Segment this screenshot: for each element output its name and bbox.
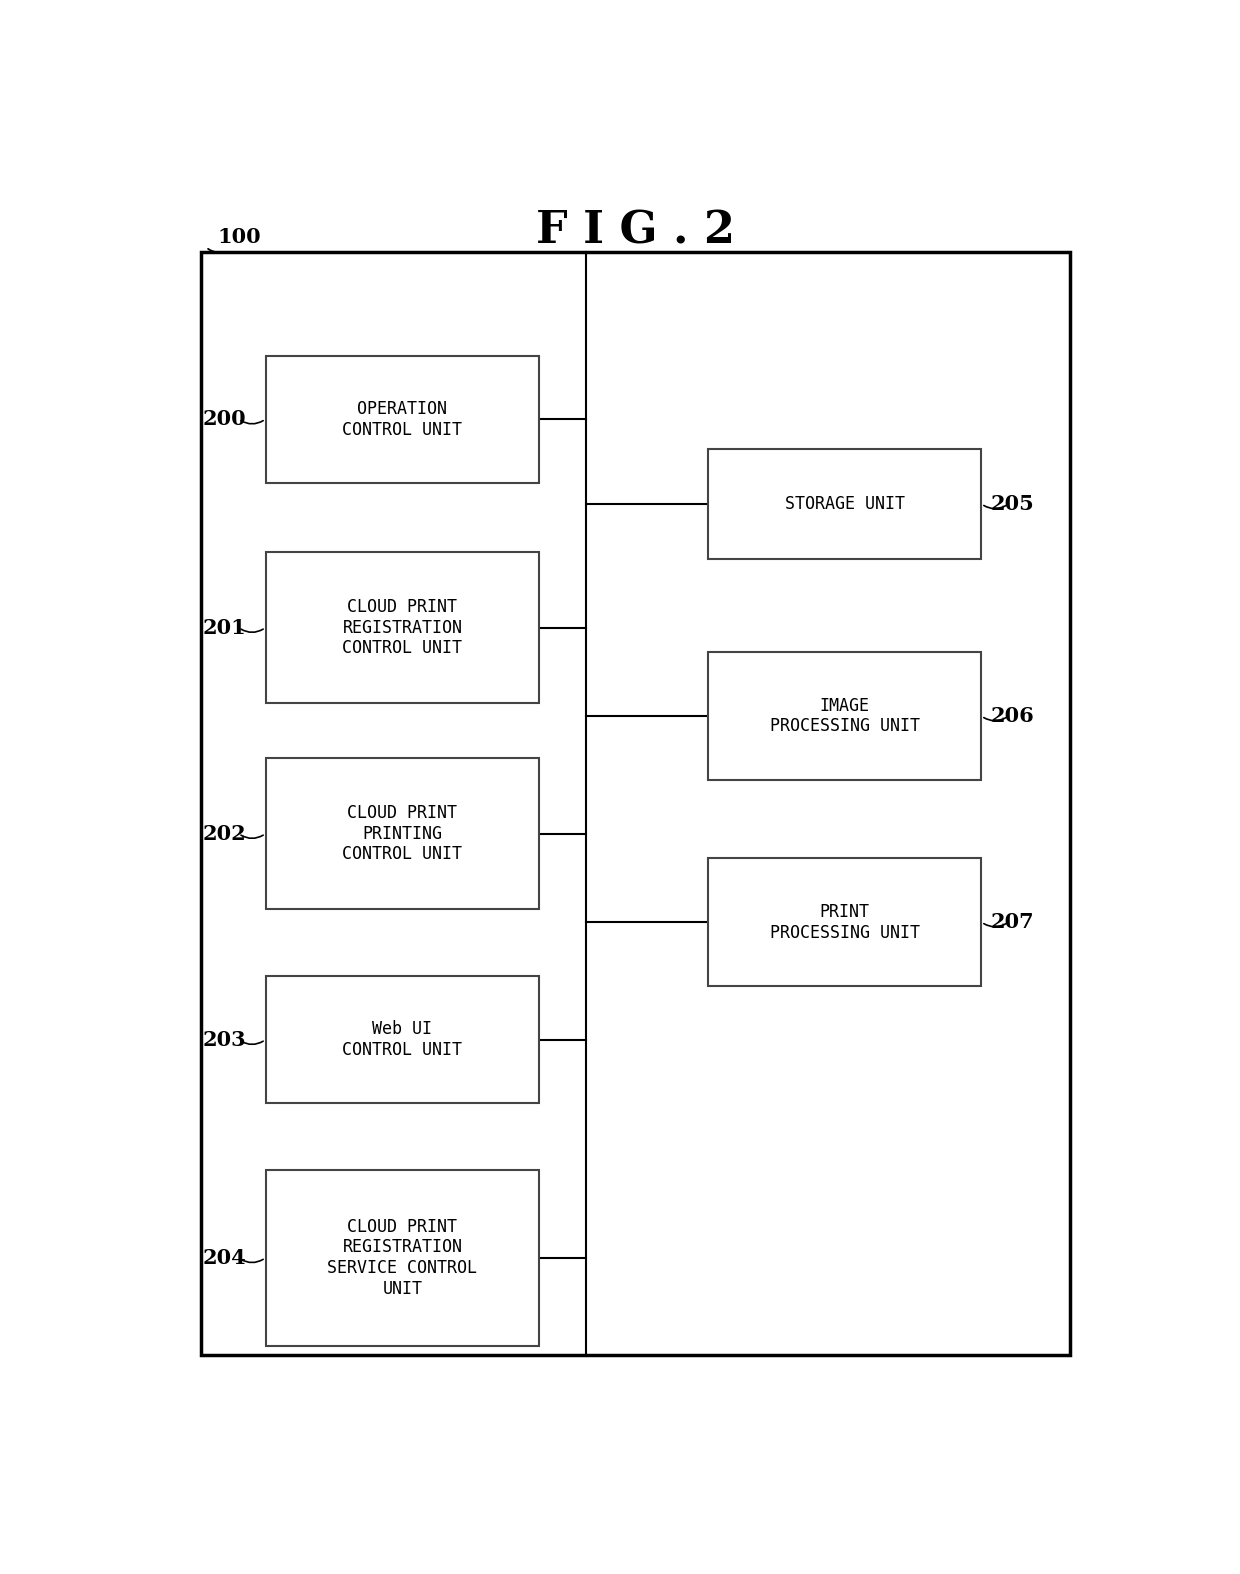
FancyBboxPatch shape <box>708 653 982 779</box>
FancyBboxPatch shape <box>265 356 539 483</box>
Text: 201: 201 <box>203 617 247 637</box>
FancyBboxPatch shape <box>265 1169 539 1346</box>
Text: 204: 204 <box>203 1248 247 1267</box>
FancyBboxPatch shape <box>265 759 539 910</box>
Text: CLOUD PRINT
PRINTING
CONTROL UNIT: CLOUD PRINT PRINTING CONTROL UNIT <box>342 804 463 864</box>
Text: 202: 202 <box>203 823 247 844</box>
FancyBboxPatch shape <box>708 858 982 985</box>
Text: 206: 206 <box>991 707 1034 726</box>
Text: 203: 203 <box>203 1029 247 1050</box>
Text: 207: 207 <box>991 911 1034 932</box>
Text: PRINT
PROCESSING UNIT: PRINT PROCESSING UNIT <box>770 903 920 941</box>
Text: IMAGE
PROCESSING UNIT: IMAGE PROCESSING UNIT <box>770 697 920 735</box>
FancyBboxPatch shape <box>265 552 539 704</box>
Text: 200: 200 <box>203 409 247 430</box>
Text: OPERATION
CONTROL UNIT: OPERATION CONTROL UNIT <box>342 400 463 439</box>
Text: CLOUD PRINT
REGISTRATION
SERVICE CONTROL
UNIT: CLOUD PRINT REGISTRATION SERVICE CONTROL… <box>327 1218 477 1299</box>
FancyBboxPatch shape <box>708 450 982 559</box>
Text: CLOUD PRINT
REGISTRATION
CONTROL UNIT: CLOUD PRINT REGISTRATION CONTROL UNIT <box>342 598 463 658</box>
FancyBboxPatch shape <box>265 976 539 1103</box>
Text: 205: 205 <box>991 494 1034 515</box>
Text: STORAGE UNIT: STORAGE UNIT <box>785 494 904 513</box>
Text: Web UI
CONTROL UNIT: Web UI CONTROL UNIT <box>342 1020 463 1059</box>
Text: 100: 100 <box>217 227 262 247</box>
Text: F I G . 2: F I G . 2 <box>536 209 735 253</box>
